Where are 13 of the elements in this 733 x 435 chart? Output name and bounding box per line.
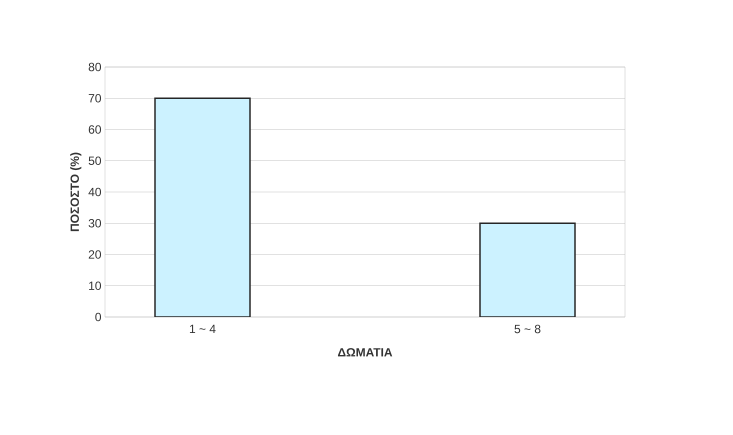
x-tick-label: 1 ~ 4 (190, 324, 216, 333)
x-tick-label: 5 ~ 8 (514, 324, 540, 334)
y-tick-label: 40 (88, 188, 102, 196)
y-tick-label: 60 (88, 125, 102, 134)
y-tick-label: 50 (88, 156, 102, 165)
y-axis-title: ΠΟΣΟΣΤΟ (%) (70, 152, 82, 232)
y-tick-label: 30 (88, 219, 102, 228)
y-tick-label: 0 (95, 312, 102, 322)
y-tick-label: 20 (88, 250, 102, 259)
y-tick-label: 70 (88, 94, 102, 102)
y-tick-label: 80 (88, 62, 102, 72)
x-axis-title: ΔΩΜΑΤΙΑ (338, 348, 392, 356)
y-tick-label: 10 (89, 282, 102, 290)
